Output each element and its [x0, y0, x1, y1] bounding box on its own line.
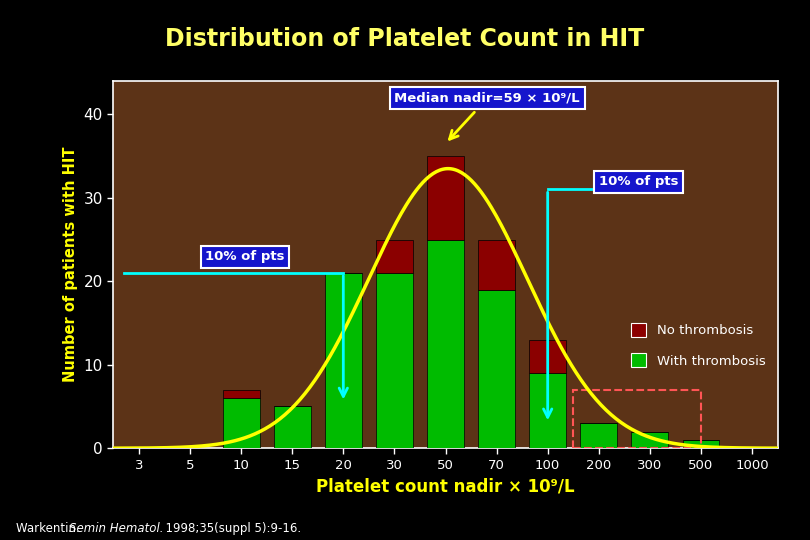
Bar: [478, 240, 515, 289]
Bar: [478, 289, 515, 448]
Text: Semin Hematol.: Semin Hematol.: [69, 522, 164, 535]
Bar: [376, 240, 413, 273]
Text: 10% of pts: 10% of pts: [206, 251, 285, 264]
Bar: [223, 398, 259, 448]
Text: 10% of pts: 10% of pts: [599, 176, 678, 188]
Bar: [529, 340, 566, 373]
Text: 1998;35(suppl 5):9-16.: 1998;35(suppl 5):9-16.: [158, 522, 301, 535]
Bar: [573, 390, 701, 448]
Legend: No thrombosis, With thrombosis: No thrombosis, With thrombosis: [625, 318, 771, 373]
Text: Distribution of Platelet Count in HIT: Distribution of Platelet Count in HIT: [165, 27, 645, 51]
Y-axis label: Number of patients with HIT: Number of patients with HIT: [63, 147, 78, 382]
Text: Warkentin.: Warkentin.: [16, 522, 87, 535]
Bar: [683, 440, 719, 448]
Bar: [581, 423, 617, 448]
Text: Median nadir=59 × 10⁹/L: Median nadir=59 × 10⁹/L: [394, 92, 580, 139]
Bar: [427, 240, 464, 448]
Bar: [325, 273, 362, 448]
Bar: [223, 390, 259, 398]
Bar: [376, 273, 413, 448]
X-axis label: Platelet count nadir × 10⁹/L: Platelet count nadir × 10⁹/L: [316, 477, 575, 495]
Bar: [529, 373, 566, 448]
Bar: [632, 431, 668, 448]
Bar: [274, 407, 310, 448]
Bar: [427, 156, 464, 240]
